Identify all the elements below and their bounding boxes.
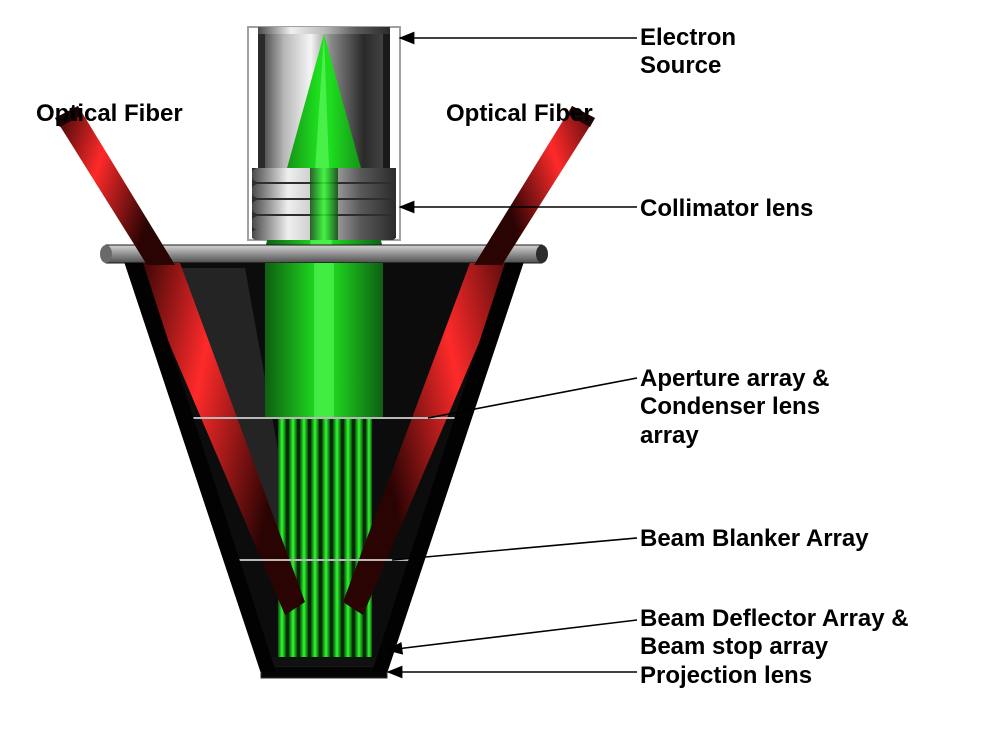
beam-columns [278, 418, 372, 670]
collimator-lens-stack [252, 168, 396, 240]
optical-fiber-right [474, 106, 595, 265]
bottom-projection-plate [261, 657, 387, 678]
label-beam-blanker: Beam Blanker Array [640, 525, 869, 553]
label-deflector-stop-projection: Beam Deflector Array & Beam stop array P… [640, 605, 909, 690]
label-aperture-condenser: Aperture array & Condenser lens array [640, 365, 829, 450]
electron-beam-lower [265, 263, 383, 418]
label-optical-fiber-left: Optical Fiber [36, 100, 183, 128]
label-optical-fiber-right: Optical Fiber [446, 100, 593, 128]
optical-fiber-left [55, 106, 175, 265]
label-collimator-lens: Collimator lens [640, 195, 813, 223]
label-electron-source: Electron Source [640, 24, 736, 81]
diagram-stage: Electron Source Optical Fiber Optical Fi… [0, 0, 1000, 750]
